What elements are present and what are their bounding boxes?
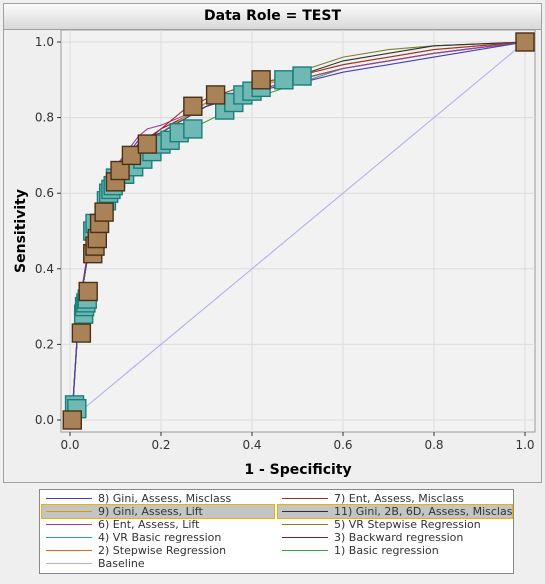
y-tick-label: 0.0 — [35, 413, 54, 427]
marker-teal — [292, 66, 312, 86]
legend-swatch — [282, 537, 328, 539]
marker-brown — [515, 32, 535, 52]
marker-brown — [78, 281, 98, 302]
legend-label: 2) Stepwise Regression — [98, 544, 227, 557]
x-tick-label: 0.0 — [60, 438, 79, 452]
marker-brown — [62, 410, 82, 430]
legend-swatch — [282, 550, 328, 552]
x-axis-label: 1 - Specificity — [244, 462, 351, 478]
legend-label: 4) VR Basic regression — [98, 531, 222, 544]
legend-label: 7) Ent, Assess, Misclass — [334, 492, 464, 505]
legend-label: 11) Gini, 2B, 6D, Assess, Misclas — [334, 505, 513, 518]
y-tick-label: 0.6 — [35, 186, 54, 200]
marker-brown — [183, 96, 203, 116]
legend-item[interactable]: 9) Gini, Assess, Lift — [41, 504, 275, 519]
legend-label: Baseline — [98, 557, 145, 570]
legend-label: 3) Backward regression — [334, 531, 464, 544]
marker-brown — [205, 85, 226, 105]
marker-brown — [71, 323, 92, 343]
marker-teal — [183, 119, 203, 139]
chart-title: Data Role = TEST — [4, 4, 541, 30]
marker-brown — [110, 160, 130, 181]
legend-swatch — [46, 563, 92, 565]
legend-item[interactable]: 5) VR Stepwise Regression — [278, 518, 512, 531]
x-tick-label: 0.8 — [424, 438, 443, 452]
x-tick-label: 0.2 — [151, 438, 170, 452]
legend-item[interactable]: 2) Stepwise Regression — [42, 544, 274, 557]
legend-swatch — [282, 511, 328, 513]
y-tick-label: 0.2 — [35, 337, 54, 351]
legend-item[interactable]: 1) Basic regression — [278, 544, 512, 557]
legend-item[interactable]: 3) Backward regression — [278, 531, 512, 544]
marker-brown — [121, 145, 142, 166]
legend: 8) Gini, Assess, Misclass 7) Ent, Assess,… — [39, 489, 514, 574]
legend-swatch — [282, 524, 328, 526]
legend-swatch — [282, 498, 328, 500]
y-axis-label: Sensitivity — [13, 189, 29, 273]
legend-label: 8) Gini, Assess, Misclass — [98, 492, 232, 505]
x-tick-label: 0.6 — [333, 438, 352, 452]
marker-teal — [274, 70, 294, 90]
legend-swatch — [46, 524, 92, 526]
legend-label: 9) Gini, Assess, Lift — [98, 505, 203, 518]
legend-label: 5) VR Stepwise Regression — [334, 518, 481, 531]
legend-item[interactable]: 7) Ent, Assess, Misclass — [278, 492, 512, 505]
legend-swatch — [46, 498, 92, 500]
legend-item[interactable]: 4) VR Basic regression — [42, 531, 274, 544]
marker-brown — [94, 202, 114, 222]
y-tick-label: 0.8 — [35, 111, 54, 125]
legend-swatch — [46, 550, 92, 552]
y-tick-label: 1.0 — [35, 35, 54, 49]
x-tick-label: 1.0 — [515, 438, 534, 452]
legend-item[interactable]: 6) Ent, Assess, Lift — [42, 518, 274, 531]
legend-item[interactable]: 11) Gini, 2B, 6D, Assess, Misclas — [277, 504, 513, 519]
marker-brown — [251, 70, 271, 90]
legend-label: 6) Ent, Assess, Lift — [98, 518, 200, 531]
legend-swatch — [46, 511, 92, 513]
y-tick-label: 0.4 — [35, 262, 54, 276]
legend-item[interactable]: 8) Gini, Assess, Misclass — [42, 492, 274, 505]
legend-swatch — [46, 537, 92, 539]
legend-item[interactable]: Baseline — [42, 557, 274, 570]
marker-brown — [137, 134, 158, 154]
series-line — [69, 41, 526, 421]
x-tick-label: 0.4 — [242, 438, 261, 452]
legend-label: 1) Basic regression — [334, 544, 439, 557]
roc-chart: 0.0 0.0 0.2 0.2 0.4 0.4 0.6 0.6 0.8 0.8 1.0 1.0 1 - … — [13, 29, 536, 478]
